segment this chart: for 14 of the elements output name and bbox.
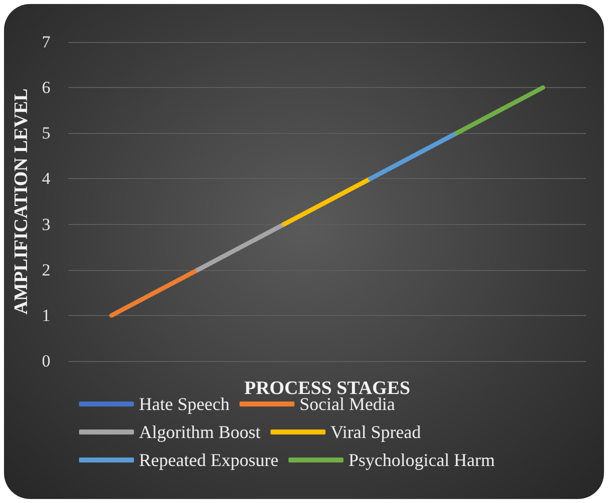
y-tick-label: 7: [42, 32, 51, 52]
y-tick-label: 0: [42, 352, 50, 370]
y-tick-label: 1: [42, 306, 50, 325]
y-tick-label: 4: [42, 169, 51, 188]
legend-label: Psychological Harm: [348, 450, 495, 470]
y-tick-label: 3: [42, 214, 50, 234]
y-tick-label: 5: [42, 124, 50, 143]
y-tick-label: 6: [42, 78, 50, 98]
legend-label: Viral Spread: [330, 422, 421, 442]
y-tick-label: 2: [42, 260, 50, 280]
legend-label: Repeated Exposure: [139, 450, 278, 470]
legend-label: Algorithm Boost: [139, 422, 261, 442]
y-axis-title: AMPLIFICATION LEVEL: [11, 88, 32, 315]
legend-label: Hate Speech: [139, 394, 230, 414]
